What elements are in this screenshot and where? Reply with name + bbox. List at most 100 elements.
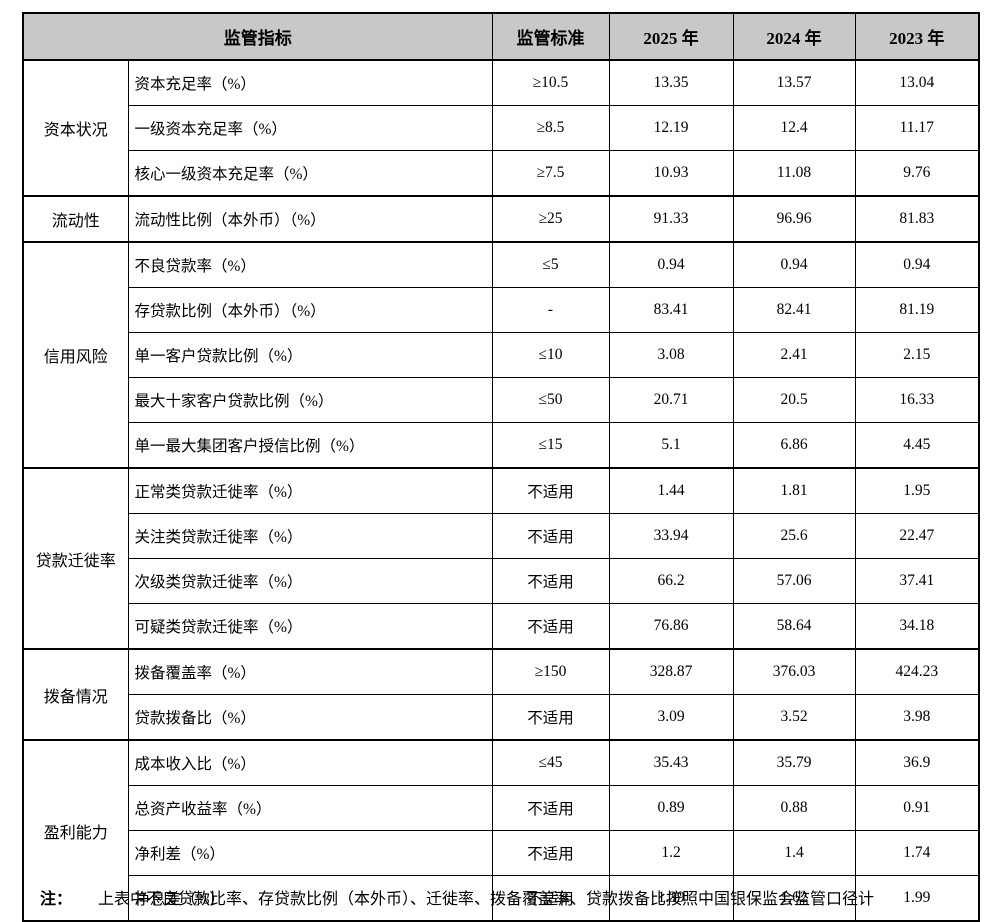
value-2024: 376.03 [732,648,856,695]
value-2023: 2.15 [854,332,980,378]
value-2023: 16.33 [854,377,980,423]
table-row: 总资产收益率（%） 不适用 0.89 0.88 0.91 [23,785,980,831]
category-loan-migration: 贷款迁徙率 [22,467,129,650]
standard-value: ≤15 [491,422,610,469]
table-row: 单一客户贷款比例（%） ≤10 3.08 2.41 2.15 [23,332,980,378]
value-2024: 57.06 [732,558,856,604]
standard-value: 不适用 [491,785,610,831]
standard-value: ≤10 [491,332,610,378]
table-row: 关注类贷款迁徙率（%） 不适用 33.94 25.6 22.47 [23,513,980,559]
indicator-label: 一级资本充足率（%） [127,105,493,151]
table-row: 资本状况 资本充足率（%） ≥10.5 13.35 13.57 13.04 [22,59,980,197]
indicator-label: 最大十家客户贷款比例（%） [127,377,493,423]
value-2025: 0.89 [608,785,734,831]
standard-value: 不适用 [491,513,610,559]
table-row: 可疑类贷款迁徙率（%） 不适用 76.86 58.64 34.18 [23,603,980,650]
table-row: 核心一级资本充足率（%） ≥7.5 10.93 11.08 9.76 [23,150,980,197]
standard-value: ≥7.5 [491,150,610,197]
standard-value: - [491,287,610,333]
value-2024: 11.08 [732,150,856,197]
indicator-label: 单一最大集团客户授信比例（%） [127,422,493,469]
value-2025: 328.87 [608,648,734,695]
value-2025: 66.2 [608,558,734,604]
value-2023: 0.94 [854,241,980,288]
value-2024: 96.96 [732,195,856,243]
indicator-label: 总资产收益率（%） [127,785,493,831]
value-2023: 37.41 [854,558,980,604]
value-2024: 2.41 [732,332,856,378]
indicator-label: 拨备覆盖率（%） [127,648,493,695]
value-2025: 3.08 [608,332,734,378]
category-credit-risk: 信用风险 [22,241,129,469]
value-2023: 0.91 [854,785,980,831]
table-row: 拨备情况 拨备覆盖率（%） ≥150 328.87 376.03 424.23 [22,648,980,741]
value-2025: 10.93 [608,150,734,197]
value-2024: 58.64 [732,603,856,650]
category-liquidity: 流动性 [22,195,129,243]
table-row: 一级资本充足率（%） ≥8.5 12.19 12.4 11.17 [23,105,980,151]
category-provision: 拨备情况 [22,648,129,741]
standard-value: 不适用 [491,603,610,650]
header-indicator: 监管指标 [22,12,493,61]
header-year-2023: 2023 年 [854,12,980,61]
value-2025: 13.35 [608,59,734,106]
category-profitability: 盈利能力 [22,739,129,922]
indicator-label: 正常类贷款迁徙率（%） [127,467,493,514]
value-2025: 91.33 [608,195,734,243]
regulatory-indicators-table: 监管指标 监管标准 2025 年 2024 年 2023 年 资本状况 资本充足… [22,12,980,922]
indicator-label: 流动性比例（本外币）（%） [127,195,493,243]
header-row: 监管指标 监管标准 2025 年 2024 年 2023 年 [22,12,980,61]
standard-value: ≥150 [491,648,610,695]
value-2025: 0.94 [608,241,734,288]
value-2023: 9.76 [854,150,980,197]
standard-value: ≤45 [491,739,610,786]
value-2025: 83.41 [608,287,734,333]
value-2024: 13.57 [732,59,856,106]
value-2024: 1.4 [732,830,856,876]
table-row: 存贷款比例（本外币）（%） - 83.41 82.41 81.19 [23,287,980,333]
value-2025: 5.1 [608,422,734,469]
value-2024: 25.6 [732,513,856,559]
standard-value: 不适用 [491,830,610,876]
table-row: 净利差（%） 不适用 1.2 1.4 1.74 [23,830,980,876]
value-2025: 33.94 [608,513,734,559]
header-year-2025: 2025 年 [608,12,734,61]
standard-value: ≤50 [491,377,610,423]
standard-value: ≤5 [491,241,610,288]
indicator-label: 核心一级资本充足率（%） [127,150,493,197]
indicator-label: 成本收入比（%） [127,739,493,786]
indicator-label: 贷款拨备比（%） [127,694,493,741]
value-2025: 1.2 [608,830,734,876]
table-row: 盈利能力 成本收入比（%） ≤45 35.43 35.79 36.9 [22,739,980,922]
value-2024: 0.94 [732,241,856,288]
table-row: 最大十家客户贷款比例（%） ≤50 20.71 20.5 16.33 [23,377,980,423]
value-2024: 1.81 [732,467,856,514]
standard-value: ≥25 [491,195,610,243]
value-2025: 20.71 [608,377,734,423]
footnote-prefix: 注： [40,891,73,908]
header-standard: 监管标准 [491,12,610,61]
value-2025: 76.86 [608,603,734,650]
header-year-2024: 2024 年 [732,12,856,61]
table-row: 贷款迁徙率 正常类贷款迁徙率（%） 不适用 1.44 1.81 1.95 [22,467,980,650]
indicator-label: 关注类贷款迁徙率（%） [127,513,493,559]
value-2023: 3.98 [854,694,980,741]
footnote-text: 上表中不良贷款比率、存贷款比例（本外币）、迁徙率、拨备覆盖率、贷款拨备比按照中国… [98,891,875,908]
footnote: 注： 上表中不良贷款比率、存贷款比例（本外币）、迁徙率、拨备覆盖率、贷款拨备比按照… [40,885,874,909]
value-2024: 20.5 [732,377,856,423]
value-2023: 34.18 [854,603,980,650]
value-2025: 35.43 [608,739,734,786]
value-2023: 1.95 [854,467,980,514]
indicator-label: 存贷款比例（本外币）（%） [127,287,493,333]
value-2023: 81.83 [854,195,980,243]
table-row: 次级类贷款迁徙率（%） 不适用 66.2 57.06 37.41 [23,558,980,604]
category-capital: 资本状况 [22,59,129,197]
value-2024: 0.88 [732,785,856,831]
value-2025: 3.09 [608,694,734,741]
value-2024: 35.79 [732,739,856,786]
standard-value: ≥10.5 [491,59,610,106]
standard-value: 不适用 [491,694,610,741]
value-2024: 12.4 [732,105,856,151]
value-2025: 1.44 [608,467,734,514]
value-2023: 424.23 [854,648,980,695]
